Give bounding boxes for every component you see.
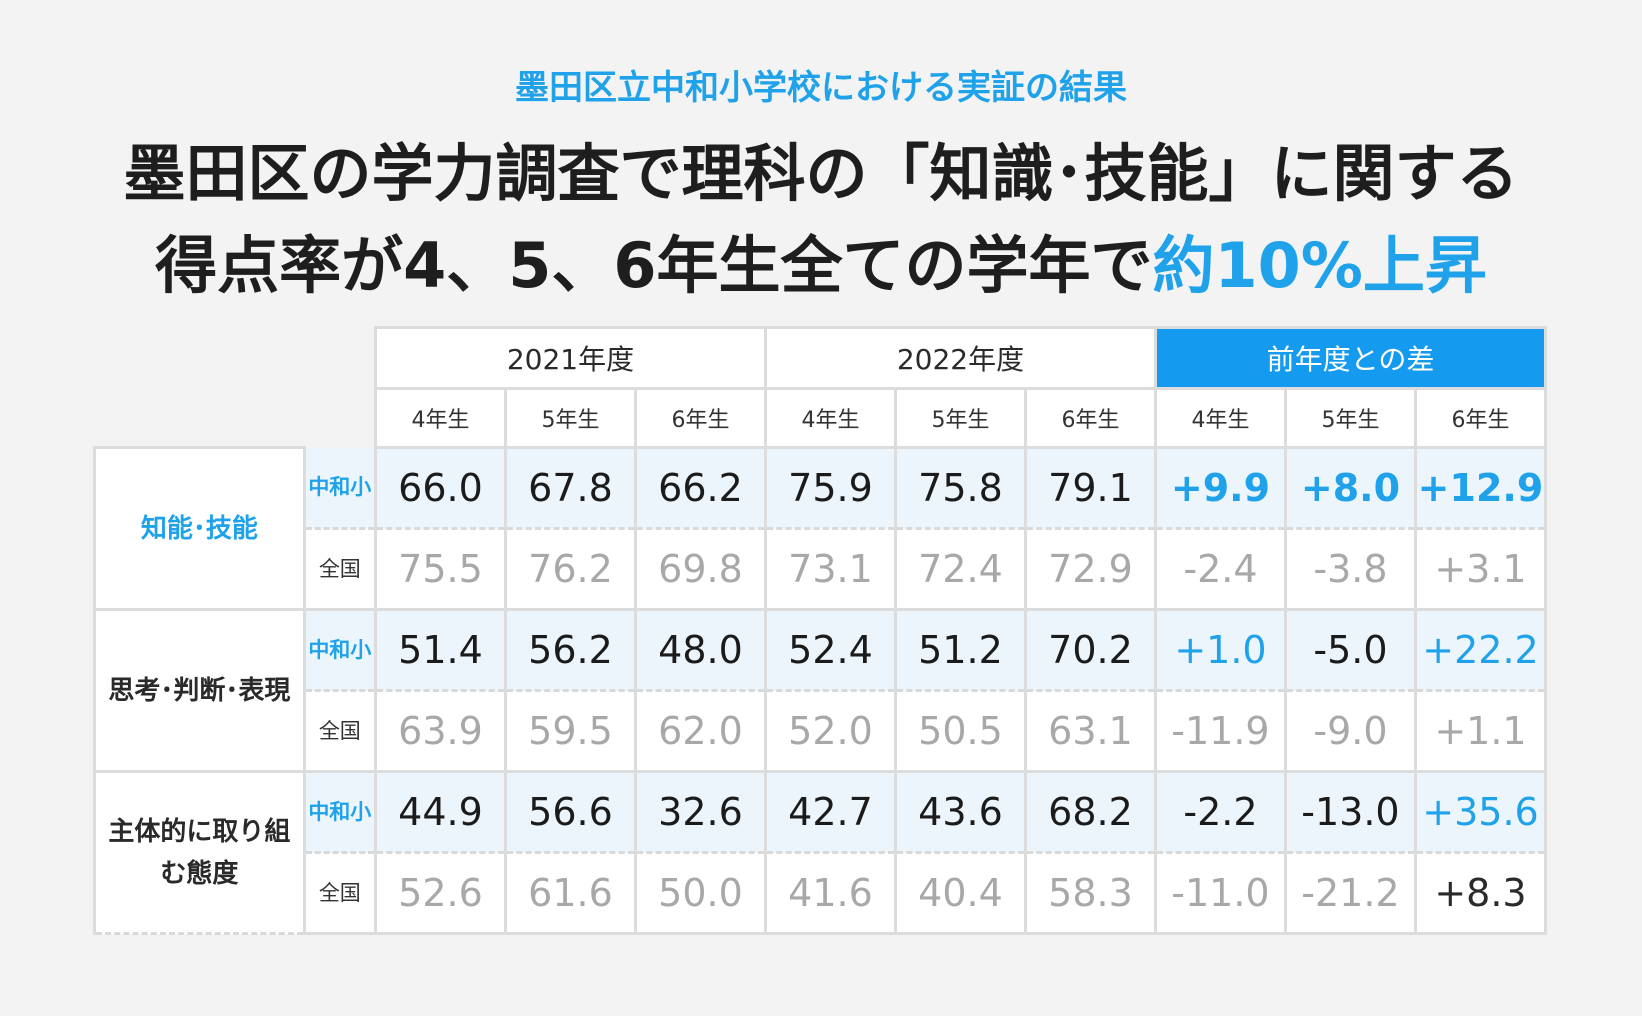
table-cell: -13.0 (1283, 771, 1417, 854)
header-blank-2 (95, 389, 376, 448)
title-line-2-prefix: 得点率が4、5、6年生全ての学年で (155, 229, 1153, 302)
title-line-2: 得点率が4、5、6年生全ての学年で約10%上昇 (0, 220, 1642, 312)
table-cell: 40.4 (893, 852, 1027, 935)
table-row-national: 全国 63.9 59.5 62.0 52.0 50.5 63.1 -11.9 -… (95, 690, 1548, 773)
table-cell: +12.9 (1413, 447, 1548, 530)
table-cell: 50.0 (633, 852, 767, 935)
table-cell: 68.2 (1023, 771, 1157, 854)
table-row-school: 知能･技能 中和小 66.0 67.8 66.2 75.9 75.8 79.1 … (93, 446, 1548, 611)
grade-header: 5年生 (503, 387, 637, 449)
table-cell: 75.8 (893, 447, 1027, 530)
grade-header: 6年生 (1413, 387, 1548, 449)
table-cell: 42.7 (763, 771, 897, 854)
table-cell: 44.9 (373, 771, 507, 854)
row-label-national: 全国 (302, 690, 377, 773)
score-table: 2021年度 2022年度 前年度との差 4年生 5年生 6年生 4年生 5年生… (93, 326, 1548, 935)
header-2022: 2022年度 (763, 326, 1157, 390)
table-cell: +8.0 (1283, 447, 1417, 530)
grade-header: 5年生 (893, 387, 1027, 449)
table-cell: 79.1 (1023, 447, 1157, 530)
table-cell: 73.1 (763, 528, 897, 611)
table-cell: -5.0 (1283, 609, 1417, 692)
row-label-school: 中和小 (302, 609, 377, 692)
title-line-1: 墨田区の学力調査で理科の「知識･技能」に関する (123, 137, 1519, 210)
table-cell: +3.1 (1413, 528, 1548, 611)
table-cell: 63.1 (1023, 690, 1157, 773)
table-cell: 72.4 (893, 528, 1027, 611)
row-label-national: 全国 (302, 852, 377, 935)
table-cell: 56.2 (503, 609, 637, 692)
table-cell: 66.0 (373, 447, 507, 530)
table-cell: 52.0 (763, 690, 897, 773)
table-cell: -2.2 (1153, 771, 1287, 854)
table-cell: +8.3 (1413, 852, 1548, 935)
table-cell: 51.4 (373, 609, 507, 692)
table-cell: -3.8 (1283, 528, 1417, 611)
table-cell: 67.8 (503, 447, 637, 530)
table-row-national: 全国 75.5 76.2 69.8 73.1 72.4 72.9 -2.4 -3… (95, 528, 1548, 611)
table-cell: 75.5 (373, 528, 507, 611)
grade-header: 4年生 (373, 387, 507, 449)
table-cell: +1.0 (1153, 609, 1287, 692)
subtitle: 墨田区立中和小学校における実証の結果 (515, 68, 1127, 108)
table-cell: +9.9 (1153, 447, 1287, 530)
grade-header: 4年生 (763, 387, 897, 449)
table-cell: 61.6 (503, 852, 637, 935)
table-cell: 69.8 (633, 528, 767, 611)
header-diff: 前年度との差 (1153, 326, 1548, 390)
table-cell: 56.6 (503, 771, 637, 854)
table-row-national: 全国 52.6 61.6 50.0 41.6 40.4 58.3 -11.0 -… (95, 852, 1548, 935)
table-cell: -2.4 (1153, 528, 1287, 611)
table-cell: 41.6 (763, 852, 897, 935)
table-cell: 62.0 (633, 690, 767, 773)
table-cell: -9.0 (1283, 690, 1417, 773)
table-cell: 76.2 (503, 528, 637, 611)
table-cell: 43.6 (893, 771, 1027, 854)
table-cell: -11.0 (1153, 852, 1287, 935)
table-cell: 75.9 (763, 447, 897, 530)
table-cell: 32.6 (633, 771, 767, 854)
header-blank (95, 328, 376, 389)
category-label: 主体的に取り組む態度 (93, 770, 306, 935)
table-row-school: 主体的に取り組む態度 中和小 44.9 56.6 32.6 42.7 43.6 … (93, 770, 1548, 935)
table-cell: 58.3 (1023, 852, 1157, 935)
table-cell: 50.5 (893, 690, 1027, 773)
year-header-row: 2021年度 2022年度 前年度との差 (95, 326, 1548, 390)
grade-header: 4年生 (1153, 387, 1287, 449)
row-label-national: 全国 (302, 528, 377, 611)
grade-header: 6年生 (1023, 387, 1157, 449)
row-label-school: 中和小 (302, 447, 377, 530)
table-cell: 52.4 (763, 609, 897, 692)
table-cell: +35.6 (1413, 771, 1548, 854)
row-label-school: 中和小 (302, 771, 377, 854)
table-row-school: 思考･判断･表現 中和小 51.4 56.2 48.0 52.4 51.2 70… (93, 608, 1548, 773)
table-cell: +22.2 (1413, 609, 1548, 692)
table-cell: +1.1 (1413, 690, 1548, 773)
table-cell: -21.2 (1283, 852, 1417, 935)
table-cell: 70.2 (1023, 609, 1157, 692)
grade-header-row: 4年生 5年生 6年生 4年生 5年生 6年生 4年生 5年生 6年生 (95, 387, 1548, 449)
table-cell: 72.9 (1023, 528, 1157, 611)
grade-header: 5年生 (1283, 387, 1417, 449)
table-cell: -11.9 (1153, 690, 1287, 773)
category-label: 知能･技能 (93, 446, 306, 611)
grade-header: 6年生 (633, 387, 767, 449)
table-cell: 52.6 (373, 852, 507, 935)
page-title: 墨田区の学力調査で理科の「知識･技能」に関する 得点率が4、5、6年生全ての学年… (0, 128, 1642, 312)
header-2021: 2021年度 (373, 326, 767, 390)
table-cell: 48.0 (633, 609, 767, 692)
table-cell: 63.9 (373, 690, 507, 773)
category-label: 思考･判断･表現 (93, 608, 306, 773)
table-cell: 51.2 (893, 609, 1027, 692)
table-cell: 66.2 (633, 447, 767, 530)
table-cell: 59.5 (503, 690, 637, 773)
title-highlight: 約10%上昇 (1152, 229, 1487, 302)
